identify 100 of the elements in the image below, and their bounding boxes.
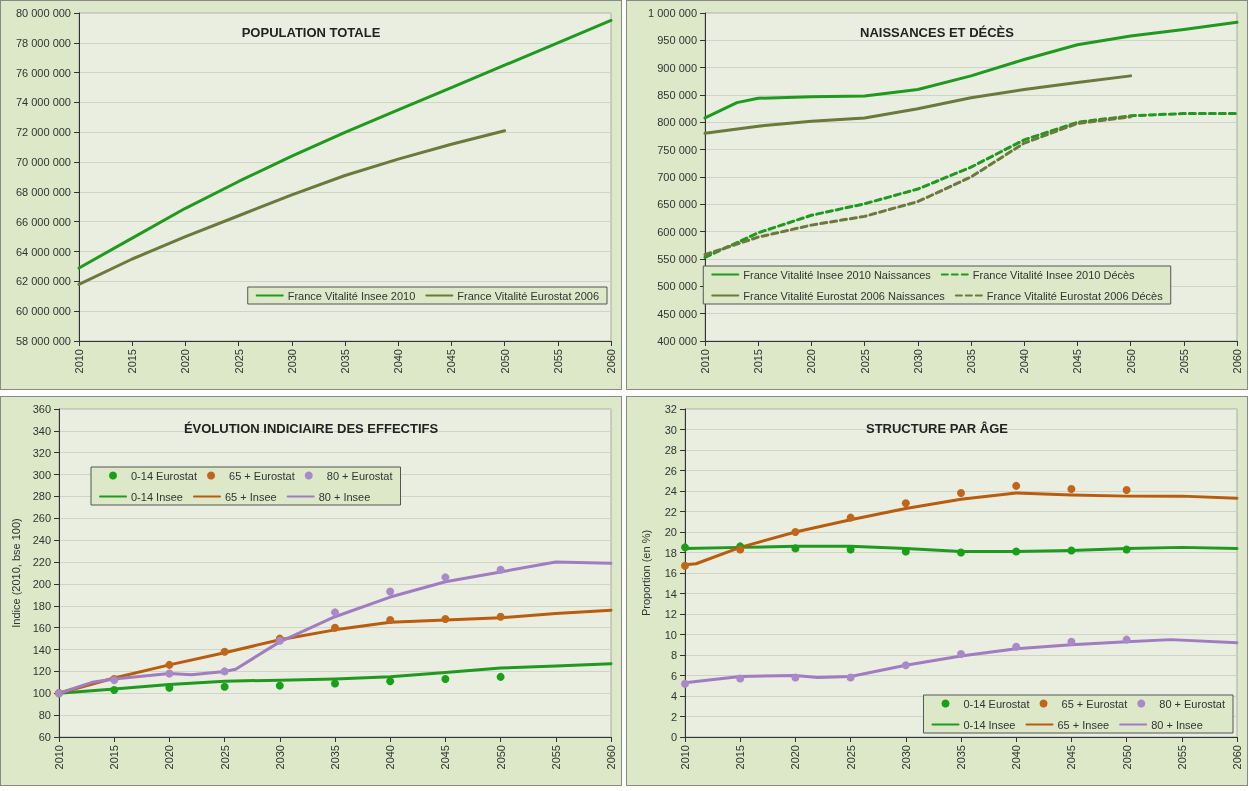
- y-tick-label: 80 000 000: [15, 7, 71, 19]
- y-tick-label: 700 000: [657, 171, 697, 183]
- point: [1067, 546, 1076, 555]
- y-tick-label: 24: [664, 485, 677, 497]
- y-tick-label: 10: [664, 628, 677, 641]
- y-tick-label: 22: [664, 505, 677, 518]
- point: [901, 661, 910, 670]
- x-tick-label: 2010: [699, 349, 711, 374]
- point: [331, 608, 339, 617]
- x-tick-label: 2020: [789, 745, 802, 770]
- x-tick-label: 2015: [734, 745, 747, 770]
- x-tick-label: 2060: [605, 349, 617, 374]
- x-tick-label: 2015: [108, 745, 121, 770]
- x-tick-label: 2060: [1231, 745, 1243, 770]
- point: [1067, 484, 1076, 493]
- y-tick-label: 18: [664, 546, 677, 559]
- y-tick-label: 0: [670, 731, 677, 743]
- y-tick-label: 240: [32, 534, 51, 547]
- y-tick-label: 200: [32, 577, 51, 590]
- x-tick-label: 2025: [232, 349, 245, 374]
- legend-label: France Vitalité Eurostat 2006 Naissances: [743, 289, 946, 302]
- point: [331, 623, 339, 632]
- point: [957, 548, 965, 557]
- y-tick-label: 450 000: [657, 307, 697, 320]
- y-tick-label: 28: [664, 444, 677, 456]
- point: [791, 544, 800, 553]
- point: [441, 675, 450, 684]
- y-tick-label: 500 000: [657, 280, 697, 293]
- y-tick-label: 32: [664, 403, 677, 415]
- y-tick-label: 320: [32, 446, 51, 459]
- point: [957, 649, 965, 658]
- legend-label: 65 + Eurostat: [1061, 697, 1128, 710]
- point: [681, 561, 689, 570]
- point: [1122, 635, 1131, 644]
- x-tick-label: 2050: [494, 745, 507, 770]
- point: [220, 682, 229, 691]
- point: [846, 513, 855, 522]
- y-tick-label: 62 000 000: [15, 275, 71, 288]
- point: [220, 667, 229, 676]
- y-tick-label: 72 000 000: [15, 126, 71, 139]
- point: [441, 573, 450, 582]
- y-tick-label: 850 000: [657, 89, 697, 101]
- legend-label: 80 + Insee: [318, 490, 371, 503]
- y-tick-label: 900 000: [657, 61, 697, 74]
- point: [1067, 637, 1076, 646]
- text: NAISSANCES ET DÉCÈS: [860, 25, 1015, 40]
- y-tick-label: 12: [664, 608, 677, 620]
- x-tick-label: 2025: [858, 349, 871, 374]
- y-tick-label: 750 000: [657, 143, 697, 156]
- x-tick-label: 2030: [285, 349, 298, 374]
- point: [496, 565, 505, 574]
- y-tick-label: 220: [32, 556, 51, 569]
- x-tick-label: 2060: [1231, 349, 1243, 374]
- point: [1012, 642, 1021, 651]
- legend-label: France Vitalité Insee 2010 Décès: [972, 268, 1136, 281]
- point: [681, 543, 689, 552]
- legend-label: 65 + Insee: [224, 490, 277, 503]
- legend-label: 80 + Insee: [1151, 718, 1203, 731]
- point: [110, 685, 119, 694]
- y-tick-label: 74 000 000: [15, 96, 71, 109]
- x-tick-label: 2030: [899, 745, 912, 770]
- y-tick-label: 20: [664, 526, 677, 538]
- point: [165, 683, 174, 692]
- x-tick-label: 2020: [805, 349, 818, 374]
- point: [275, 681, 284, 690]
- point: [901, 547, 910, 556]
- x-tick-label: 2035: [955, 745, 967, 770]
- y-tick-label: 650 000: [657, 198, 697, 211]
- point: [957, 489, 965, 498]
- y-tick-label: 30: [664, 423, 677, 436]
- y-axis-title: Proportion (en %): [639, 529, 652, 617]
- line-series: [703, 74, 1133, 135]
- legend-label: 80 + Eurostat: [326, 469, 393, 482]
- text: STRUCTURE PAR ÂGE: [865, 421, 1009, 436]
- x-tick-label: 2035: [329, 745, 341, 770]
- y-tick-label: 58 000 000: [15, 335, 71, 347]
- y-tick-label: 340: [32, 424, 51, 437]
- x-tick-label: 2010: [679, 745, 691, 770]
- x-tick-label: 2055: [551, 349, 564, 374]
- point: [846, 545, 855, 554]
- y-tick-label: 6: [670, 669, 677, 682]
- point: [386, 677, 395, 686]
- text: POPULATION TOTALE: [241, 25, 381, 40]
- y-tick-label: 800 000: [657, 116, 697, 129]
- legend-label: France Vitalité Eurostat 2006 Décès: [986, 289, 1164, 302]
- legend-label: France Vitalité Insee 2010 Naissances: [743, 268, 932, 281]
- y-tick-label: 400 000: [657, 335, 697, 347]
- point: [496, 612, 505, 621]
- x-tick-label: 2035: [965, 349, 977, 374]
- x-tick-label: 2010: [53, 745, 65, 770]
- point: [496, 672, 505, 681]
- x-tick-label: 2025: [844, 745, 857, 770]
- legend-label: 80 + Eurostat: [1159, 697, 1226, 710]
- line-series: [77, 129, 507, 286]
- y-tick-label: 260: [32, 512, 51, 525]
- x-tick-label: 2045: [1065, 745, 1078, 770]
- point: [220, 647, 229, 656]
- x-tick-label: 2010: [73, 349, 85, 374]
- y-tick-label: 1 000 000: [648, 7, 697, 19]
- x-tick-label: 2025: [218, 745, 231, 770]
